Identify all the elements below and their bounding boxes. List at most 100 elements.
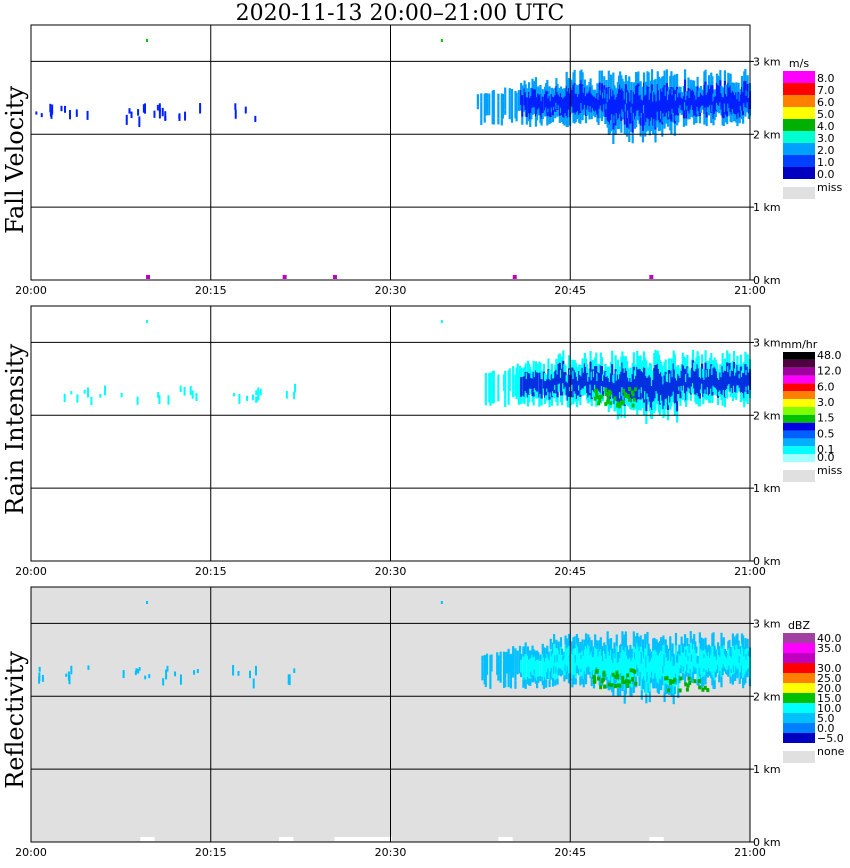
legend-swatch bbox=[783, 673, 815, 683]
plot-frame bbox=[30, 24, 751, 281]
x-tick-label: 20:15 bbox=[195, 846, 227, 859]
legend-label: 8.0 bbox=[817, 72, 835, 85]
legend-label: 5.0 bbox=[817, 712, 835, 725]
x-tick-label: 20:00 bbox=[15, 284, 47, 297]
y-tick-label: 2 km bbox=[753, 409, 781, 422]
legend-swatch bbox=[783, 407, 815, 415]
legend-swatch bbox=[783, 713, 815, 723]
legend-swatch bbox=[783, 391, 815, 400]
y-tick-label: 1 km bbox=[753, 482, 781, 495]
x-tick-label: 21:00 bbox=[734, 846, 766, 859]
legend-swatch bbox=[783, 167, 815, 179]
legend-swatch bbox=[783, 643, 815, 653]
x-tick-label: 21:00 bbox=[734, 284, 766, 297]
legend-label: 6.0 bbox=[817, 380, 835, 393]
legend-swatch bbox=[783, 359, 815, 368]
legend-swatch bbox=[783, 399, 815, 407]
legend-missing-swatch bbox=[783, 751, 815, 763]
legend-label: 4.0 bbox=[817, 120, 835, 133]
legend-label: 48.0 bbox=[817, 349, 842, 362]
legend-label: 10.0 bbox=[817, 702, 842, 715]
legend-swatch bbox=[783, 352, 815, 360]
y-tick-label: 1 km bbox=[753, 201, 781, 214]
x-tick-label: 20:15 bbox=[195, 284, 227, 297]
legend-label: 0.5 bbox=[817, 427, 835, 440]
x-tick-label: 20:00 bbox=[15, 565, 47, 578]
legend-swatch bbox=[783, 733, 815, 743]
x-tick-label: 20:45 bbox=[554, 284, 586, 297]
legend-swatch bbox=[783, 454, 815, 462]
y-tick-label: 3 km bbox=[753, 336, 781, 349]
legend-label: 1.5 bbox=[817, 412, 835, 425]
legend-label: 15.0 bbox=[817, 692, 842, 705]
legend-label: 40.0 bbox=[817, 632, 842, 645]
x-tick-label: 20:15 bbox=[195, 565, 227, 578]
legend-label: 5.0 bbox=[817, 108, 835, 121]
legend-unit: dBZ bbox=[788, 619, 811, 632]
legend-swatch bbox=[783, 383, 815, 392]
legend-swatch bbox=[783, 119, 815, 131]
legend-label: 0.0 bbox=[817, 722, 835, 735]
legend-label: 7.0 bbox=[817, 84, 835, 97]
legend-swatch bbox=[783, 367, 815, 376]
legend-label: 25.0 bbox=[817, 672, 842, 685]
legend-swatch bbox=[783, 83, 815, 95]
echo-field-fall-velocity bbox=[35, 39, 752, 279]
legend-swatch bbox=[783, 446, 815, 455]
legend-swatch bbox=[783, 430, 815, 439]
legend-swatch bbox=[783, 723, 815, 733]
echo-field-rain-intensity bbox=[63, 320, 752, 425]
x-tick-label: 20:45 bbox=[554, 565, 586, 578]
legend-label: 35.0 bbox=[817, 642, 842, 655]
legend-label: 2.0 bbox=[817, 144, 835, 157]
legend-swatch bbox=[783, 703, 815, 713]
y-tick-label: 0 km bbox=[753, 836, 781, 849]
y-tick-label: 2 km bbox=[753, 128, 781, 141]
y-tick-label: 3 km bbox=[753, 617, 781, 630]
legend-unit: mm/hr bbox=[781, 338, 818, 351]
legend-missing-label: miss bbox=[817, 181, 843, 194]
legend-swatch bbox=[783, 143, 815, 155]
y-tick-label: 0 km bbox=[753, 274, 781, 287]
legend-label: 0.1 bbox=[817, 443, 835, 456]
legend-label: 12.0 bbox=[817, 365, 842, 378]
legend-swatch bbox=[783, 375, 815, 384]
legend-swatch bbox=[783, 155, 815, 167]
y-tick-label: 2 km bbox=[753, 690, 781, 703]
legend-swatch bbox=[783, 422, 815, 431]
legend-swatch bbox=[783, 438, 815, 447]
x-tick-label: 20:00 bbox=[15, 846, 47, 859]
plot-frame bbox=[30, 305, 751, 562]
legend-label: 30.0 bbox=[817, 662, 842, 675]
legend-swatch bbox=[783, 683, 815, 693]
echo-field-reflectivity bbox=[38, 601, 752, 841]
legend-label: 3.0 bbox=[817, 132, 835, 145]
legend-swatch bbox=[783, 71, 815, 83]
legend-swatch bbox=[783, 95, 815, 107]
legend-label: −5.0 bbox=[817, 732, 844, 745]
legend-swatch bbox=[783, 633, 815, 643]
legend-swatch bbox=[783, 107, 815, 119]
y-tick-label: 0 km bbox=[753, 555, 781, 568]
y-tick-label: 3 km bbox=[753, 55, 781, 68]
x-tick-label: 20:30 bbox=[375, 846, 407, 859]
legend-swatch bbox=[783, 414, 815, 423]
legend-swatch bbox=[783, 663, 815, 673]
legend-label: 1.0 bbox=[817, 156, 835, 169]
chart-title: 2020-11-13 20:00–21:00 UTC bbox=[235, 1, 565, 26]
legend-label: 3.0 bbox=[817, 396, 835, 409]
legend-missing-label: miss bbox=[817, 464, 843, 477]
x-tick-label: 20:30 bbox=[375, 284, 407, 297]
x-tick-label: 20:30 bbox=[375, 565, 407, 578]
legend-label: 0.0 bbox=[817, 451, 835, 464]
y-tick-label: 1 km bbox=[753, 763, 781, 776]
legend-missing-swatch bbox=[783, 470, 815, 482]
legend-swatch bbox=[783, 131, 815, 143]
legend-unit: m/s bbox=[789, 57, 809, 70]
legend-label: 0.0 bbox=[817, 168, 835, 181]
legend-missing-swatch bbox=[783, 187, 815, 199]
x-tick-label: 21:00 bbox=[734, 565, 766, 578]
legend-swatch bbox=[783, 653, 815, 663]
legend-label: 20.0 bbox=[817, 682, 842, 695]
